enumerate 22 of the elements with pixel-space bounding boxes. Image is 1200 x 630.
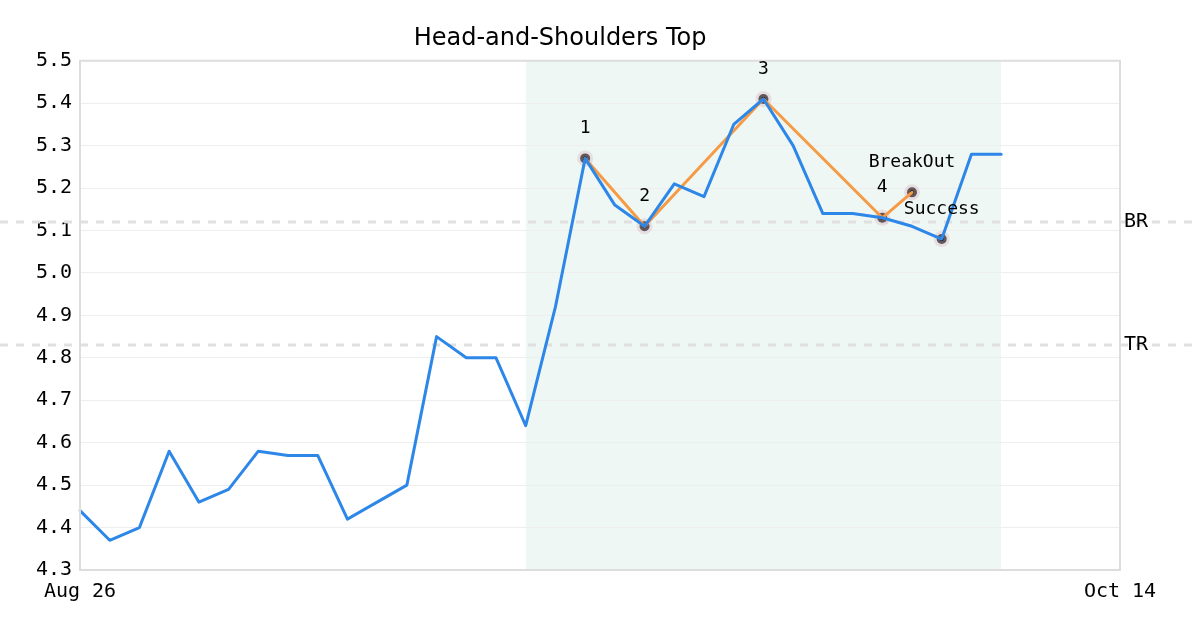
ref-line-label: TR bbox=[1124, 331, 1150, 356]
y-tick-label: 4.7 bbox=[35, 386, 72, 411]
y-tick-label: 4.5 bbox=[35, 471, 72, 496]
x-tick-label: Aug 26 bbox=[43, 578, 117, 603]
y-tick-label: 5.4 bbox=[35, 89, 72, 114]
y-tick-label: 4.9 bbox=[35, 301, 72, 326]
y-tick-label: 4.4 bbox=[35, 513, 72, 538]
annotation: 2 bbox=[639, 183, 650, 205]
annotation: 1 bbox=[579, 116, 591, 138]
y-tick-label: 4.3 bbox=[35, 556, 72, 581]
annotation: 3 bbox=[758, 56, 769, 78]
x-tick-label: Oct 14 bbox=[1083, 578, 1157, 603]
y-tick-label: 5.3 bbox=[35, 131, 72, 156]
annotation: 4 bbox=[876, 175, 888, 197]
y-tick-label: 5.0 bbox=[35, 259, 72, 284]
ref-line-label: BR bbox=[1124, 208, 1150, 233]
y-tick-label: 5.2 bbox=[35, 174, 72, 199]
y-tick-label: 4.8 bbox=[35, 344, 72, 369]
y-tick-label: 5.5 bbox=[35, 47, 72, 71]
y-tick-label: 4.6 bbox=[35, 428, 72, 453]
chart-title: Head-and-Shoulders Top bbox=[413, 22, 707, 51]
annotation: BreakOut bbox=[868, 150, 956, 172]
